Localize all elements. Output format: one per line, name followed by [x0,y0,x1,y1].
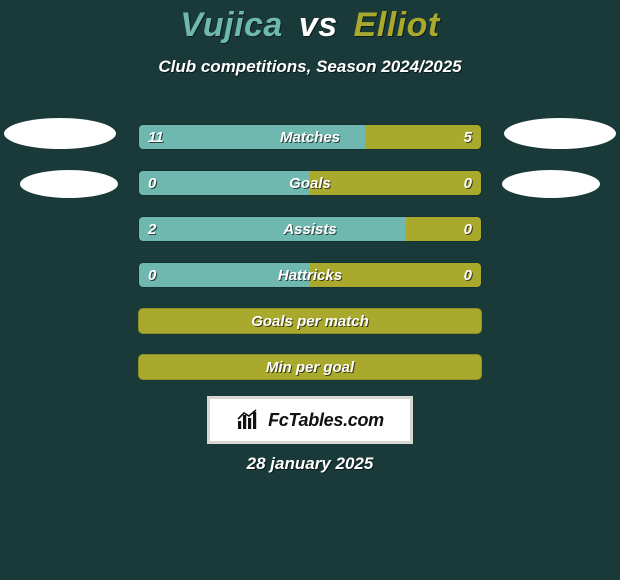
player2-name: Elliot [354,6,440,44]
avatar-right-2 [502,170,600,198]
stat-row: Hattricks00 [138,262,482,288]
comparison-card: Vujica vs Elliot Club competitions, Seas… [0,0,620,580]
avatar-right-1 [504,118,616,149]
stat-track [138,170,482,196]
stat-row: Matches115 [138,124,482,150]
source-badge: FcTables.com [207,396,413,444]
stat-track [138,124,482,150]
stat-row: Min per goal [138,354,482,380]
stat-rows: Matches115 Goals00 Assists20 Hattricks00 Goa… [138,124,482,400]
stat-track [138,354,482,380]
subtitle: Club competitions, Season 2024/2025 [0,57,620,77]
source-badge-text: FcTables.com [268,410,384,431]
stat-row: Assists20 [138,216,482,242]
stat-track [138,308,482,334]
stat-row: Goals per match [138,308,482,334]
page-title: Vujica vs Elliot [0,0,620,45]
avatar-left-1 [4,118,116,149]
chart-icon [236,409,262,431]
stat-fill-left [139,263,310,287]
stat-fill-right [365,125,481,149]
vs-text: vs [299,6,338,44]
stat-fill-right [310,171,481,195]
stat-fill-left [139,125,365,149]
player1-name: Vujica [180,6,283,44]
stat-fill-right [406,217,481,241]
stat-fill-left [139,217,406,241]
snapshot-date: 28 january 2025 [0,454,620,474]
stat-track [138,216,482,242]
avatar-left-2 [20,170,118,198]
stat-track [138,262,482,288]
stat-row: Goals00 [138,170,482,196]
stat-fill-left [139,171,310,195]
stat-fill-right [310,263,481,287]
